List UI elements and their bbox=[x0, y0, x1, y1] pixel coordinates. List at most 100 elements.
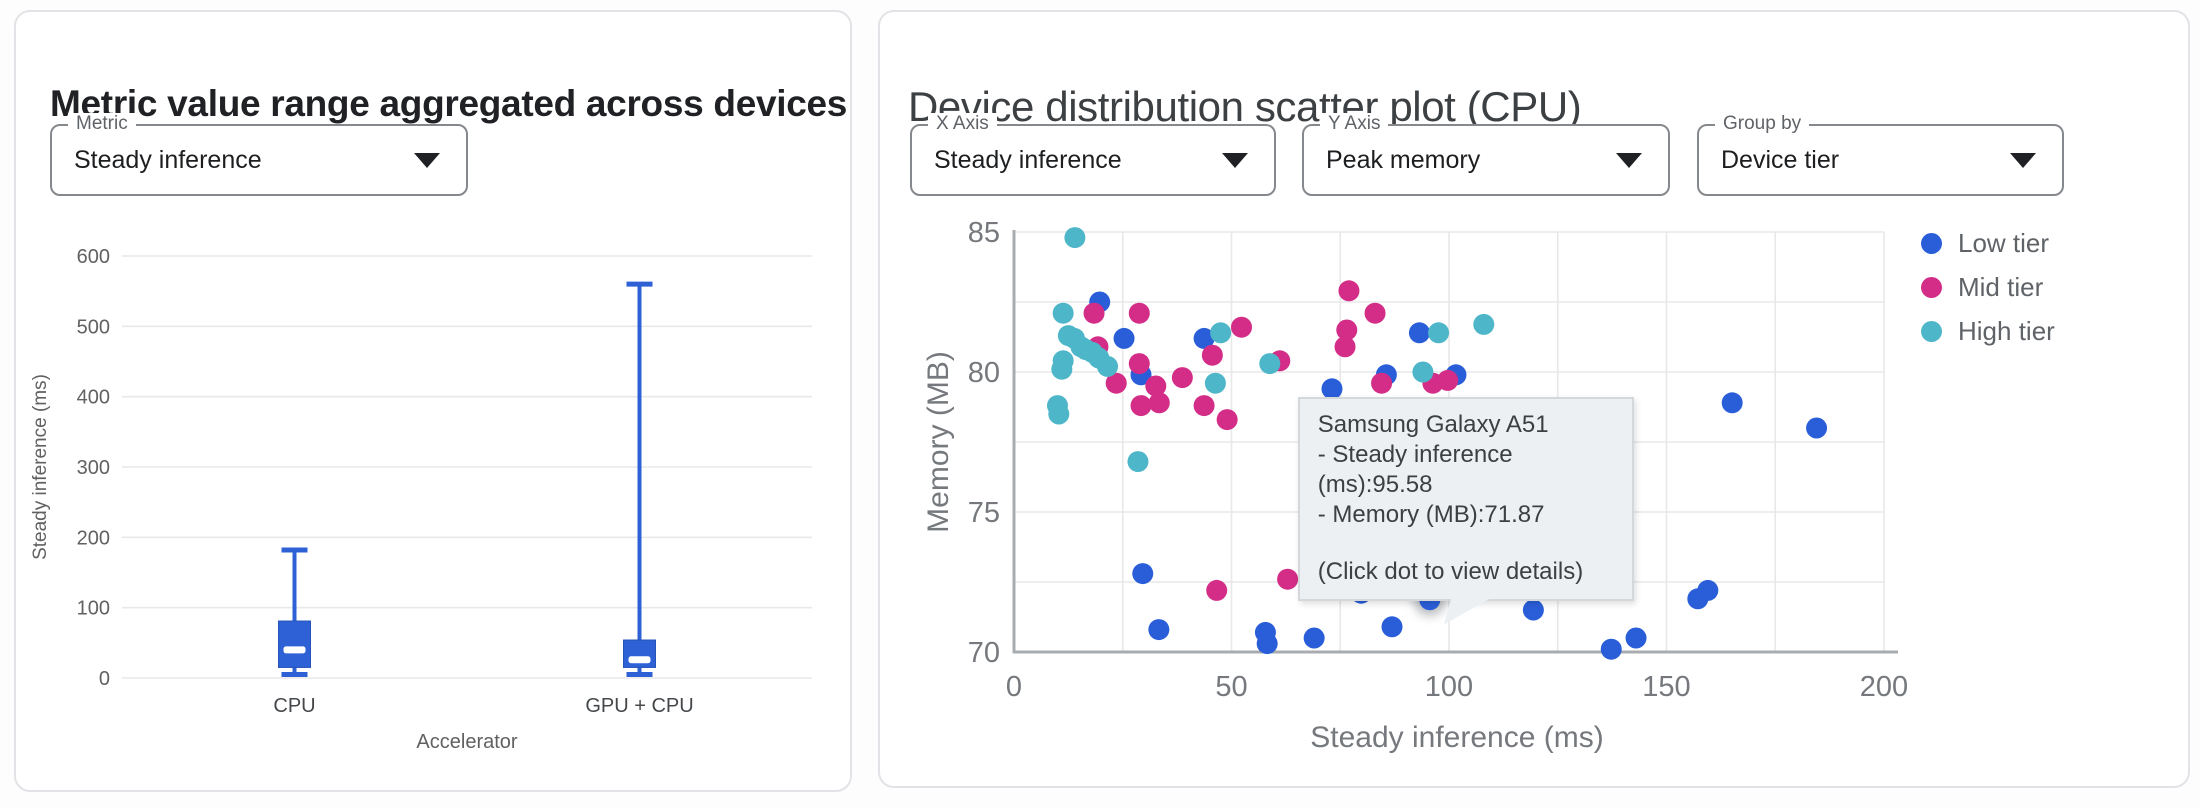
legend-dot-icon bbox=[1921, 233, 1942, 254]
scatter-point[interactable] bbox=[1083, 302, 1105, 324]
scatter-y-tick-label: 75 bbox=[968, 497, 1000, 529]
boxplot-y-tick-label: 600 bbox=[77, 246, 110, 268]
scatter-point[interactable] bbox=[1522, 599, 1544, 621]
scatter-point[interactable] bbox=[1338, 280, 1360, 302]
x-axis-select[interactable]: X Axis Steady inference bbox=[910, 113, 1276, 196]
scatter-point[interactable] bbox=[1697, 579, 1719, 601]
scatter-point[interactable] bbox=[1371, 372, 1393, 394]
boxplot-chart: 0 100 200 300 400 500 600 Steady inference (ms)… bbox=[30, 246, 812, 753]
scatter-point[interactable] bbox=[1097, 355, 1119, 377]
scatter-point[interactable] bbox=[1473, 313, 1495, 335]
tooltip-spacer bbox=[1318, 530, 1614, 557]
scatter-point[interactable] bbox=[1206, 579, 1228, 601]
scatter-point[interactable] bbox=[1408, 322, 1430, 344]
scatter-y-tick-label: 70 bbox=[968, 637, 1000, 669]
box-iqr[interactable] bbox=[623, 639, 656, 668]
scatter-point[interactable] bbox=[1148, 619, 1170, 641]
scatter-y-axis-title: Memory (MB) bbox=[922, 351, 955, 533]
scatter-point[interactable] bbox=[1128, 353, 1150, 375]
boxplot-y-tick-label: 300 bbox=[77, 457, 110, 479]
scatter-point[interactable] bbox=[1336, 319, 1358, 341]
scatter-point[interactable] bbox=[1210, 322, 1232, 344]
scatter-point[interactable] bbox=[1145, 375, 1167, 397]
scatter-point[interactable] bbox=[1806, 417, 1828, 439]
metric-select[interactable]: Metric Steady inference bbox=[50, 113, 468, 196]
scatter-point[interactable] bbox=[1048, 403, 1070, 425]
scatter-x-tick-label: 200 bbox=[1860, 671, 1908, 703]
legend-label: Mid tier bbox=[1958, 272, 2044, 302]
scatter-point[interactable] bbox=[1052, 302, 1074, 324]
scatter-point[interactable] bbox=[1412, 361, 1434, 383]
boxplot-y-tick-label: 0 bbox=[99, 668, 110, 690]
boxplot-y-tick-label: 500 bbox=[77, 316, 110, 338]
scatter-point[interactable] bbox=[1130, 395, 1152, 417]
tooltip-hint: (Click dot to view details) bbox=[1317, 557, 1584, 585]
metric-select-label: Metric bbox=[68, 113, 136, 135]
scatter-point[interactable] bbox=[1193, 395, 1215, 417]
scatter-point[interactable] bbox=[1064, 227, 1086, 249]
scatter-point[interactable] bbox=[1259, 353, 1281, 375]
box-median bbox=[628, 656, 651, 664]
scatter-point[interactable] bbox=[1381, 616, 1403, 638]
scatter-point[interactable] bbox=[1277, 568, 1299, 590]
legend-label: High tier bbox=[1958, 316, 2055, 346]
scatter-point[interactable] bbox=[1216, 409, 1238, 431]
scatter-point[interactable] bbox=[1148, 392, 1170, 414]
scatter-point[interactable] bbox=[1437, 369, 1459, 391]
scatter-x-tick-label: 0 bbox=[1006, 671, 1022, 703]
metric-select-value: Steady inference bbox=[74, 145, 262, 174]
boxplot-card: Metric value range aggregated across dev… bbox=[14, 10, 852, 792]
scatter-point[interactable] bbox=[1201, 344, 1223, 366]
x-axis-select-label: X Axis bbox=[928, 113, 997, 135]
boxplot-category-label: GPU + CPU bbox=[585, 695, 693, 717]
legend-dot-icon bbox=[1921, 321, 1942, 342]
boxplot-category-label: CPU bbox=[273, 695, 315, 717]
y-axis-select-value: Peak memory bbox=[1326, 145, 1481, 174]
y-axis-select[interactable]: Y Axis Peak memory bbox=[1302, 113, 1670, 196]
scatter-point[interactable] bbox=[1321, 378, 1343, 400]
box-median bbox=[283, 646, 306, 654]
scatter-point[interactable] bbox=[1127, 451, 1149, 473]
scatter-point[interactable] bbox=[1105, 372, 1127, 394]
legend-item-mid-tier: Mid tier bbox=[1921, 272, 2055, 303]
scatter-point[interactable] bbox=[1128, 302, 1150, 324]
scatter-x-axis-title: Steady inference (ms) bbox=[1310, 721, 1603, 754]
scatter-point[interactable] bbox=[1303, 627, 1325, 649]
legend-dot-icon bbox=[1921, 277, 1942, 298]
boxplot-y-axis-title: Steady inference (ms) bbox=[30, 374, 51, 560]
group-by-select[interactable]: Group by Device tier bbox=[1697, 113, 2064, 196]
tooltip-device-name: Samsung Galaxy A51 bbox=[1317, 410, 1549, 438]
chevron-down-icon bbox=[1222, 153, 1248, 168]
scatter-point[interactable] bbox=[1113, 327, 1135, 349]
chevron-down-icon bbox=[1616, 153, 1642, 168]
scatter-point[interactable] bbox=[1132, 563, 1154, 585]
scatter-x-tick-label: 100 bbox=[1425, 671, 1473, 703]
scatter-point[interactable] bbox=[1721, 392, 1743, 414]
chevron-down-icon bbox=[414, 153, 440, 168]
scatter-point[interactable] bbox=[1625, 627, 1647, 649]
scatter-point[interactable] bbox=[1600, 638, 1622, 660]
x-axis-select-value: Steady inference bbox=[934, 145, 1122, 174]
scatter-point[interactable] bbox=[1256, 633, 1278, 655]
scatter-x-tick-label: 150 bbox=[1642, 671, 1690, 703]
scatter-card-title: Device distribution scatter plot (CPU) bbox=[908, 82, 1582, 130]
chevron-down-icon bbox=[2010, 153, 2036, 168]
legend-label: Low tier bbox=[1958, 228, 2050, 258]
boxplot-card-title: Metric value range aggregated across dev… bbox=[50, 82, 848, 124]
legend-item-low-tier: Low tier bbox=[1921, 228, 2055, 259]
group-by-select-label: Group by bbox=[1715, 113, 1810, 135]
scatter-point[interactable] bbox=[1193, 327, 1215, 349]
scatter-point[interactable] bbox=[1204, 372, 1226, 394]
box-iqr[interactable] bbox=[278, 620, 311, 668]
scatter-card: Device distribution scatter plot (CPU) X… bbox=[878, 10, 2190, 788]
scatter-point[interactable] bbox=[1334, 336, 1356, 358]
scatter-point[interactable] bbox=[1428, 322, 1450, 344]
scatter-point[interactable] bbox=[1364, 302, 1386, 324]
boxplot-y-tick-label: 200 bbox=[77, 527, 110, 549]
tooltip-metric-line: - Steady inference (ms):95.58 bbox=[1317, 440, 1513, 498]
scatter-point[interactable] bbox=[1171, 367, 1193, 389]
boxplot-y-tick-label: 400 bbox=[77, 387, 110, 409]
scatter-point[interactable] bbox=[1051, 358, 1073, 380]
scatter-point[interactable] bbox=[1231, 316, 1253, 338]
y-axis-select-label: Y Axis bbox=[1320, 113, 1389, 135]
